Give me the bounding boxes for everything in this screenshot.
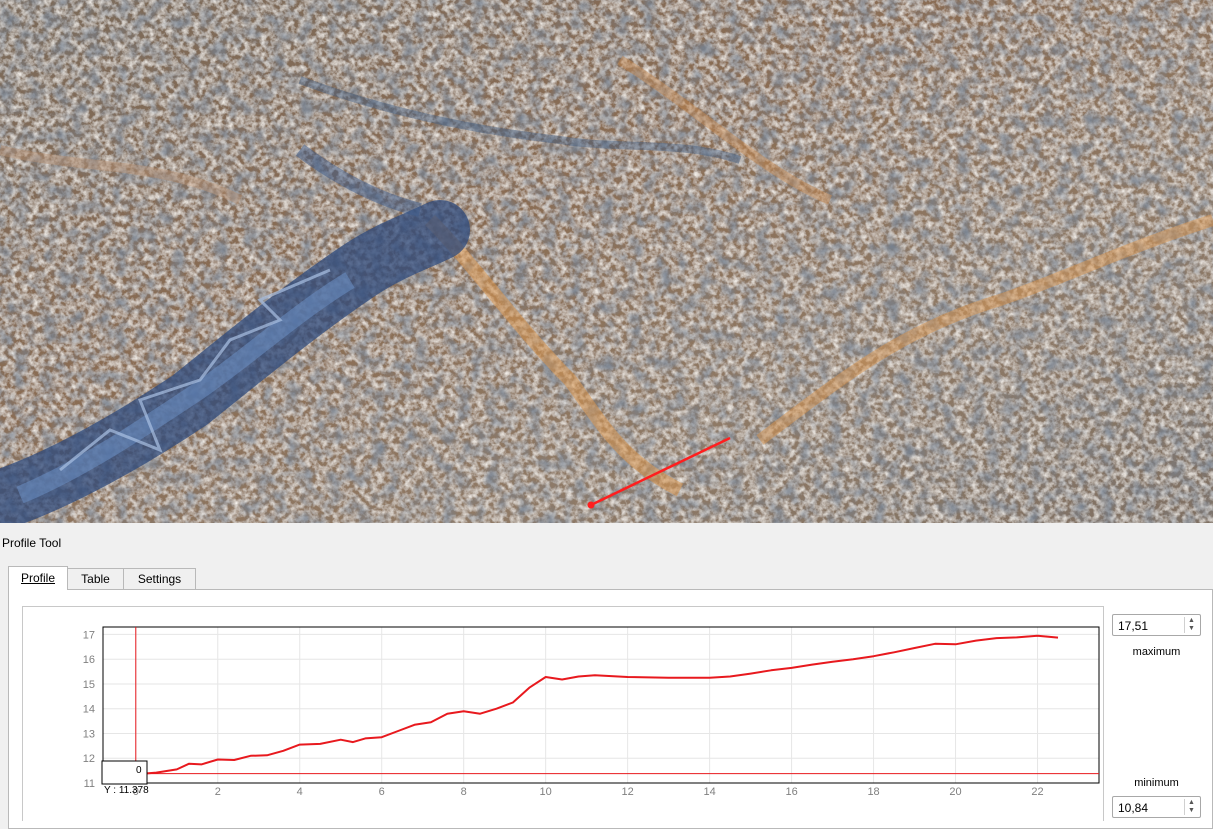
- profile-plot-frame[interactable]: 11 12 13 14 15 16 17 0 2 4 6 8 10 12 14 16 18 20 22 Y : 1…: [22, 606, 1104, 821]
- x-tick-label: 20: [949, 786, 961, 798]
- x-tick-label: 16: [785, 786, 797, 798]
- maximum-spinbox[interactable]: 17,51 ▲ ▼: [1112, 614, 1201, 636]
- profile-series-line: [135, 634, 1059, 776]
- map-profile-start-point[interactable]: [587, 501, 595, 509]
- tab-settings[interactable]: Settings: [123, 568, 196, 589]
- minimum-label: minimum: [1134, 777, 1179, 789]
- readout-box-text: 0: [136, 765, 142, 776]
- x-tick-label: 10: [540, 786, 552, 798]
- y-axis: 11 12 13 14 15 16 17: [83, 629, 95, 790]
- tab-profile-label: Profile: [20, 571, 55, 585]
- y-tick-label: 13: [83, 728, 95, 740]
- tab-table[interactable]: Table: [67, 568, 124, 589]
- plot-area-border: [102, 626, 1100, 784]
- tab-settings-label: Settings: [137, 572, 182, 586]
- x-axis: 0 2 4 6 8 10 12 14 16 18 20 22: [133, 786, 1044, 798]
- y-tick-label: 17: [83, 629, 95, 641]
- y-tick-label: 12: [83, 753, 95, 765]
- maximum-label: maximum: [1132, 646, 1181, 658]
- map-profile-line[interactable]: [590, 436, 731, 507]
- minimum-value: 10,84: [1118, 801, 1149, 815]
- x-tick-label: 0: [133, 786, 139, 798]
- plot-grid: [103, 627, 1099, 784]
- readout-y-text: Y : 11.378: [104, 785, 149, 796]
- x-tick-label: 18: [867, 786, 879, 798]
- dock-title: Profile Tool: [2, 536, 62, 550]
- y-tick-label: 16: [83, 654, 95, 666]
- maximum-value: 17,51: [1118, 619, 1149, 633]
- y-tick-label: 14: [83, 704, 95, 716]
- profile-plot[interactable]: 11 12 13 14 15 16 17 0 2 4 6 8 10 12 14 16 18 20 22 Y : 1…: [23, 607, 1103, 822]
- y-tick-label: 11: [84, 778, 95, 790]
- x-tick-label: 22: [1031, 786, 1043, 798]
- x-tick-label: 14: [703, 786, 715, 798]
- map-canvas[interactable]: [0, 0, 1213, 523]
- cursor-readout: Y : 11.378 0: [101, 760, 149, 796]
- x-tick-label: 6: [379, 786, 385, 798]
- tab-profile[interactable]: Profile: [8, 566, 68, 590]
- plot-cursor: [103, 627, 1099, 783]
- x-tick-label: 2: [215, 786, 221, 798]
- minimum-spinbox[interactable]: 10,84 ▲ ▼: [1112, 796, 1201, 818]
- readout-box: [101, 760, 148, 785]
- x-tick-label: 12: [622, 786, 634, 798]
- profile-series: [135, 634, 1059, 776]
- maximum-stepper-icon[interactable]: ▲ ▼: [1184, 617, 1198, 633]
- terrain-hillshade: [0, 0, 1213, 523]
- y-tick-label: 15: [83, 679, 95, 691]
- tab-table-label: Table: [81, 572, 110, 586]
- x-tick-label: 4: [297, 786, 303, 798]
- x-tick-label: 8: [461, 786, 467, 798]
- minimum-stepper-icon[interactable]: ▲ ▼: [1184, 799, 1198, 815]
